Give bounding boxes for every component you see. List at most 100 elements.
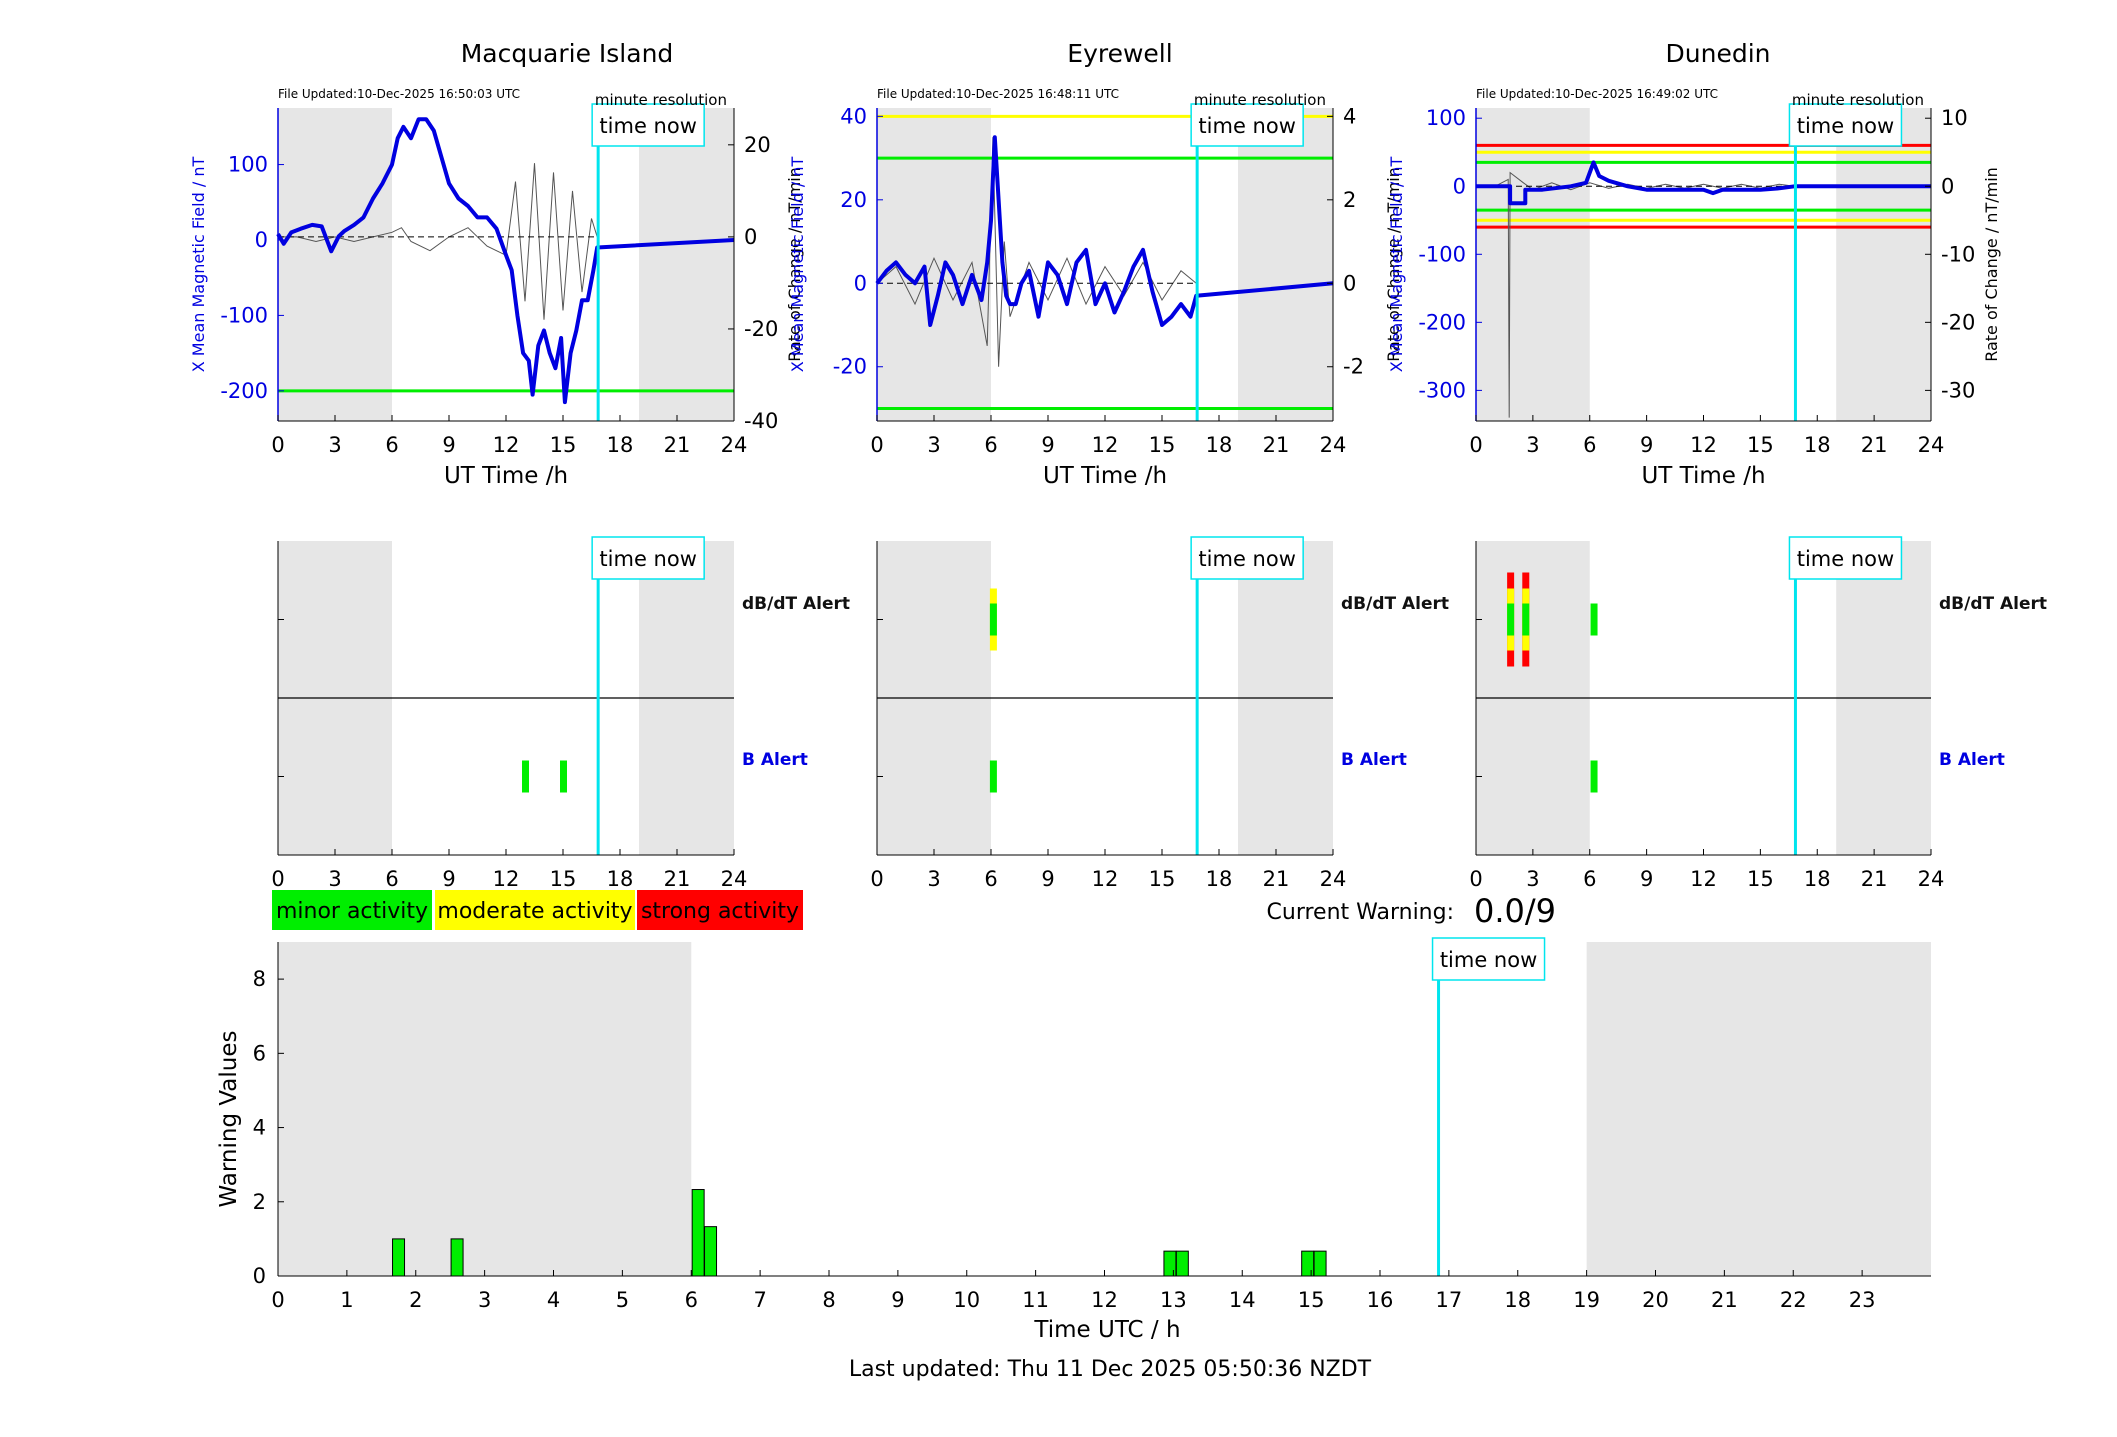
night-shade bbox=[1836, 108, 1931, 421]
x-axis-label: UT Time /h bbox=[444, 463, 568, 489]
x-tick-label: 11 bbox=[1022, 1288, 1049, 1312]
warning-bar bbox=[691, 1189, 705, 1277]
alert-chart-dunedin: time now 0 3 6 9 12 15 18 21 24 dB/dT Alert B Alert bbox=[1469, 536, 2047, 891]
x-tick-label: 24 bbox=[721, 433, 748, 457]
x-tick-label: 3 bbox=[927, 867, 940, 891]
x-tick-label: 0 bbox=[870, 867, 883, 891]
x-tick-label: 24 bbox=[721, 867, 748, 891]
y-tick-label-left: -100 bbox=[1418, 242, 1466, 266]
x-tick-label: 0 bbox=[271, 433, 284, 457]
night-shade bbox=[278, 108, 392, 421]
y-tick-label-right: 0 bbox=[744, 225, 757, 249]
dbdt-alert-minor bbox=[1590, 603, 1598, 636]
y-tick-label-right: 2 bbox=[1343, 188, 1356, 212]
x-tick-label: 12 bbox=[493, 433, 520, 457]
x-tick-label: 21 bbox=[664, 867, 691, 891]
x-tick-label: 12 bbox=[1092, 433, 1119, 457]
x-tick-label: 19 bbox=[1573, 1288, 1600, 1312]
y-tick-label: 6 bbox=[253, 1041, 266, 1065]
x-tick-label: 2 bbox=[409, 1288, 422, 1312]
x-tick-label: 4 bbox=[547, 1288, 560, 1312]
b-alert-minor bbox=[522, 760, 529, 793]
x-tick-label: 12 bbox=[1690, 867, 1717, 891]
y-tick-label-right: 4 bbox=[1343, 104, 1356, 128]
time-now-marker-box bbox=[1190, 103, 1304, 147]
x-tick-label: 21 bbox=[1711, 1288, 1738, 1312]
x-tick-label: 6 bbox=[385, 867, 398, 891]
x-axis-label: Time UTC / h bbox=[1033, 1317, 1180, 1343]
field-chart-macquarie: time now 0 3 6 9 12 15 18 21 24 UT Time /h 100 0 -100… bbox=[189, 87, 804, 489]
y-tick-label-left: -300 bbox=[1418, 378, 1466, 402]
x-tick-label: 9 bbox=[1041, 433, 1054, 457]
x-tick-label: 6 bbox=[1583, 433, 1596, 457]
resolution-text: minute resolution bbox=[1194, 91, 1326, 109]
x-tick-label: 15 bbox=[1149, 433, 1176, 457]
magnetic-field-series bbox=[875, 135, 1334, 327]
x-tick-label: 15 bbox=[550, 867, 577, 891]
y-tick-label-left: -200 bbox=[1418, 310, 1466, 334]
time-now-marker-box bbox=[591, 103, 705, 147]
rate-of-change-series bbox=[1476, 171, 1795, 418]
x-tick-label: 5 bbox=[616, 1288, 629, 1312]
y-tick-label: 0 bbox=[253, 1264, 266, 1288]
y-axis-label: Warning Values bbox=[216, 1030, 242, 1207]
x-tick-label: 3 bbox=[1526, 433, 1539, 457]
b-alert-minor bbox=[560, 760, 567, 793]
file-updated-text: File Updated:10-Dec-2025 16:49:02 UTC bbox=[1476, 87, 1718, 101]
x-tick-label: 21 bbox=[1861, 433, 1888, 457]
last-updated-text: Last updated: Thu 11 Dec 2025 05:50:36 N… bbox=[849, 1357, 1372, 1382]
x-tick-label: 9 bbox=[1041, 867, 1054, 891]
alert-chart-macquarie: time now 0 3 6 9 12 15 18 21 24 dB/dT Alert B Alert bbox=[271, 536, 850, 891]
x-tick-label: 8 bbox=[822, 1288, 835, 1312]
rate-of-change-series bbox=[278, 163, 598, 320]
file-updated-text: File Updated:10-Dec-2025 16:50:03 UTC bbox=[278, 87, 520, 101]
x-tick-label: 6 bbox=[984, 867, 997, 891]
x-tick-label: 21 bbox=[664, 433, 691, 457]
b-alert-label: B Alert bbox=[1939, 750, 2005, 770]
x-tick-label: 12 bbox=[1091, 1288, 1118, 1312]
x-tick-label: 0 bbox=[271, 867, 284, 891]
x-tick-label: 18 bbox=[1206, 867, 1233, 891]
x-tick-label: 1 bbox=[340, 1288, 353, 1312]
night-shade bbox=[1238, 108, 1333, 421]
x-tick-label: 24 bbox=[1320, 867, 1347, 891]
y-axis-label-left: X Mean Magnetic Field / nT bbox=[788, 157, 807, 373]
warning-bar bbox=[1313, 1250, 1327, 1277]
x-tick-label: 3 bbox=[1526, 867, 1539, 891]
x-tick-label: 22 bbox=[1780, 1288, 1807, 1312]
night-shade bbox=[1586, 942, 1931, 1276]
file-updated-text: File Updated:10-Dec-2025 16:48:11 UTC bbox=[877, 87, 1119, 101]
x-tick-label: 6 bbox=[984, 433, 997, 457]
x-tick-label: 20 bbox=[1642, 1288, 1669, 1312]
x-tick-label: 15 bbox=[1149, 867, 1176, 891]
y-tick-label-left: 0 bbox=[1453, 174, 1466, 198]
x-tick-label: 9 bbox=[442, 433, 455, 457]
x-tick-label: 15 bbox=[550, 433, 577, 457]
night-shade bbox=[1476, 108, 1590, 421]
x-tick-label: 0 bbox=[271, 1288, 284, 1312]
y-tick-label-left: 100 bbox=[228, 153, 268, 177]
x-tick-label: 0 bbox=[1469, 433, 1482, 457]
current-warning-value: 0.0/9 bbox=[1474, 892, 1556, 930]
current-warning-label: Current Warning: bbox=[1267, 900, 1454, 925]
x-tick-label: 18 bbox=[1206, 433, 1233, 457]
y-tick-label: 2 bbox=[253, 1190, 266, 1214]
warning-bar bbox=[1175, 1250, 1189, 1277]
warning-bar bbox=[1301, 1250, 1315, 1277]
dbdt-alert-minor bbox=[989, 603, 997, 636]
x-axis-label: UT Time /h bbox=[1641, 463, 1765, 489]
resolution-text: minute resolution bbox=[595, 91, 727, 109]
x-tick-label: 6 bbox=[1583, 867, 1596, 891]
x-tick-label: 12 bbox=[1092, 867, 1119, 891]
legend-swatch-minor bbox=[272, 890, 432, 930]
y-tick-label-left: 0 bbox=[255, 228, 268, 252]
x-tick-label: 21 bbox=[1861, 867, 1888, 891]
y-axis-label-left: X Mean Magnetic Field / nT bbox=[189, 157, 208, 373]
magnetic-field-series bbox=[276, 117, 735, 405]
magnetic-field-series bbox=[1476, 160, 1931, 206]
x-tick-label: 18 bbox=[607, 867, 634, 891]
x-tick-label: 15 bbox=[1747, 433, 1774, 457]
x-tick-label: 12 bbox=[493, 867, 520, 891]
dbdt-alert-label: dB/dT Alert bbox=[742, 594, 850, 614]
